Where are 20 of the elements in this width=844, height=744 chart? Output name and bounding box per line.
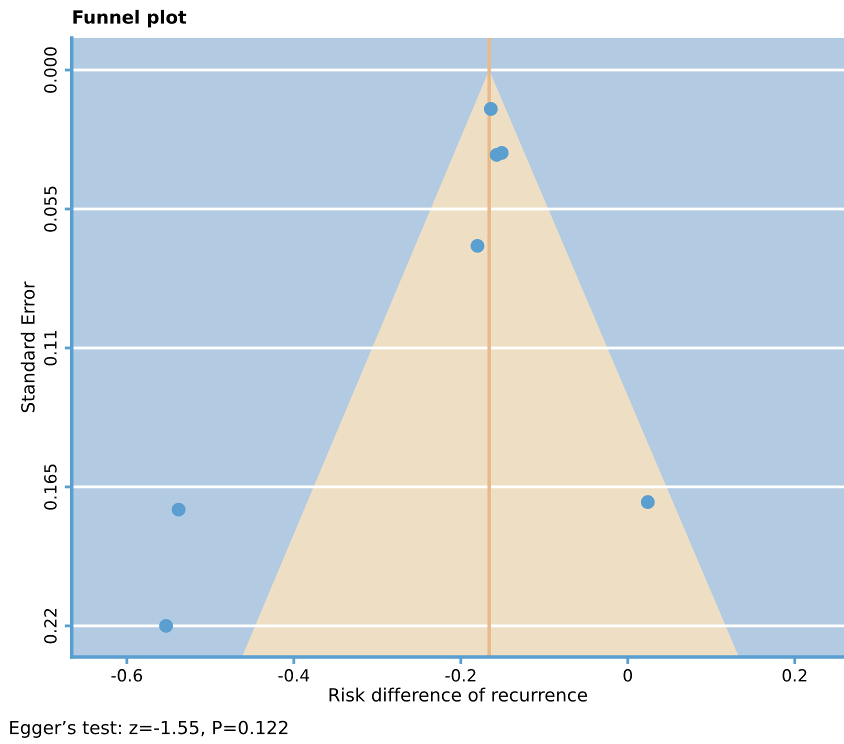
point [470,238,484,253]
x-tick-label: -0.4 [278,669,310,682]
y-tick-label: 0.11 [44,330,57,366]
point [494,146,509,160]
x-axis-title: Risk difference of recurrence [330,688,587,702]
y-axis-title: Standard Error [20,282,35,412]
text: Egger’s test: z=-1.55, P=0.122 [10,720,288,738]
point [172,502,186,517]
x-tick-label: -0.2 [445,669,476,682]
point [159,618,173,633]
y-tick-label: 0.165 [44,464,57,510]
x-tick-label: 0.2 [782,669,806,682]
y-tick-label: 0.055 [44,186,57,232]
x-tick-label: 0 [624,669,632,682]
y-tick-label: 0.22 [44,608,57,644]
point [484,102,498,116]
point [640,495,655,509]
y-tick-label: 0.000 [44,47,57,93]
chart-title: Funnel plot [73,10,186,28]
x-tick-label: -0.6 [111,669,142,682]
